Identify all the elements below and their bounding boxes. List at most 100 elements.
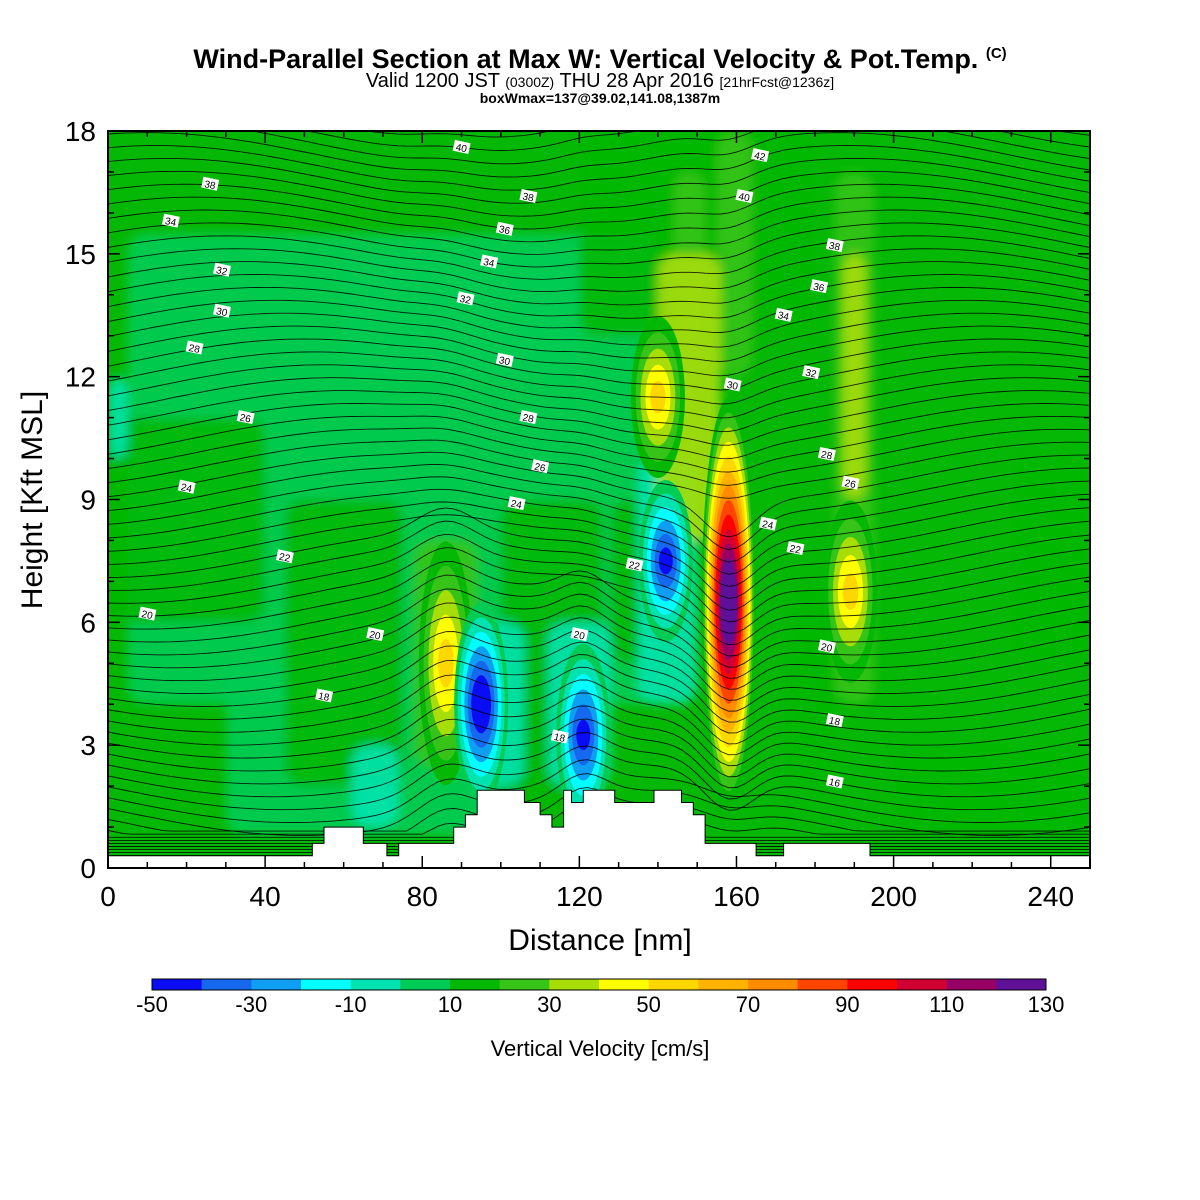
theta-contour (108, 602, 1090, 690)
theta-label-text: 22 (278, 552, 292, 565)
colorbar-label: Vertical Velocity [cm/s] (490, 1036, 710, 1061)
theta-label: 24 (177, 479, 196, 495)
theta-contour (108, 68, 1090, 111)
theta-contour (108, 641, 1090, 723)
theta-contour (108, 533, 1090, 634)
y-tick-label: 15 (65, 239, 96, 270)
valid-utc: (0300Z) (505, 74, 555, 90)
theta-label: 24 (507, 496, 526, 512)
downdraft-core (576, 719, 591, 751)
theta-contour (108, 364, 1090, 419)
theta-contour (249, 131, 1090, 165)
theta-contour (108, 679, 1090, 756)
theta-contour (108, 439, 1090, 499)
theta-label: 18 (825, 713, 844, 729)
theta-contours (108, 68, 1090, 857)
theta-label-text: 22 (628, 560, 642, 573)
theta-contour (108, 476, 1090, 563)
theta-contour (108, 209, 1090, 255)
theta-label: 26 (236, 410, 255, 426)
velocity-patch (795, 581, 835, 787)
theta-contour (108, 145, 1090, 191)
y-tick-label: 9 (80, 485, 96, 516)
theta-contour (108, 403, 1090, 460)
y-tick-label: 18 (65, 116, 96, 147)
theta-contour (108, 507, 1090, 611)
theta-label-bg (825, 774, 844, 789)
x-tick-label: 200 (870, 881, 917, 912)
chart-title: Wind-Parallel Section at Max W: Vertical… (0, 44, 1200, 75)
theta-contour (108, 547, 1090, 646)
theta-label-bg (201, 176, 220, 191)
theta-label: 40 (452, 139, 471, 155)
theta-contour (108, 718, 1090, 789)
theta-label-bg (495, 221, 514, 236)
theta-contour (108, 261, 1090, 306)
theta-contour (108, 759, 1090, 823)
theta-label-text: 22 (789, 544, 803, 557)
theta-contour (108, 520, 1090, 623)
forecast-tag: [21hrFcst@1236z] (719, 74, 835, 90)
y-tick-label: 3 (80, 730, 96, 761)
theta-label-bg (735, 188, 754, 204)
theta-label-bg (817, 639, 836, 654)
colorbar-segment (748, 979, 798, 990)
updraft-core (723, 587, 734, 617)
velocity-patch (716, 131, 753, 377)
colorbar-tick-label: 50 (636, 992, 660, 1017)
theta-label-bg (751, 148, 770, 163)
colorbar-segment (946, 979, 997, 990)
theta-label-text: 18 (317, 691, 331, 704)
theta-label-bg (825, 713, 844, 728)
theta-label: 32 (802, 365, 821, 381)
theta-contour (108, 286, 1090, 333)
y-tick-label: 6 (80, 607, 96, 638)
theta-label-bg (550, 729, 569, 744)
theta-label-bg (138, 606, 157, 621)
theta-label-bg (570, 627, 589, 642)
theta-contour (108, 629, 1090, 712)
theta-label-bg (817, 446, 836, 462)
theta-contour (108, 560, 1090, 657)
theta-label: 42 (751, 148, 770, 164)
theta-label: 20 (366, 627, 385, 643)
theta-label-text: 34 (777, 310, 791, 323)
colorbar-segment (251, 979, 302, 990)
theta-label-bg (456, 291, 475, 306)
theta-contour (108, 196, 1090, 243)
colorbar-segment (897, 979, 947, 990)
theta-label-text: 38 (828, 241, 842, 254)
valid-prefix: Valid 1200 JST (365, 70, 500, 92)
theta-contour (108, 451, 1090, 538)
colorbar-tick-label: 30 (537, 992, 561, 1017)
theta-contour (108, 588, 1090, 679)
copyright-mark: (C) (985, 45, 1007, 62)
theta-label-bg (452, 139, 471, 154)
x-tick-label: 160 (713, 881, 760, 912)
theta-contour (108, 488, 1090, 575)
theta-label: 26 (531, 459, 550, 475)
valid-date: THU 28 Apr 2016 (559, 70, 714, 92)
theta-label: 38 (201, 176, 220, 192)
theta-contour (108, 325, 1090, 377)
theta-label: 18 (315, 688, 334, 704)
theta-label: 38 (825, 238, 844, 254)
theta-contour (108, 157, 1090, 204)
theta-label: 34 (161, 213, 180, 229)
colorbar-segment (549, 979, 600, 990)
theta-label: 30 (213, 303, 231, 319)
colorbar-tick-label: 10 (438, 992, 462, 1017)
theta-label-bg (315, 688, 334, 703)
theta-label: 28 (185, 340, 204, 356)
colorbar-tick-label: 70 (736, 992, 760, 1017)
contour-labels: 16 18 18 18 20 20 20 20 22 22 22 24 24 24 26 26 26 28 28 28… (138, 139, 860, 790)
theta-contour (108, 183, 1090, 230)
theta-contour (108, 732, 1090, 800)
theta-label: 32 (456, 291, 475, 307)
theta-label-bg (519, 410, 538, 425)
theta-contour (108, 132, 1090, 178)
theta-contour (108, 235, 1090, 280)
theta-contour (305, 131, 1090, 151)
y-tick-label: 0 (80, 853, 96, 884)
theta-label-text: 28 (521, 413, 535, 426)
